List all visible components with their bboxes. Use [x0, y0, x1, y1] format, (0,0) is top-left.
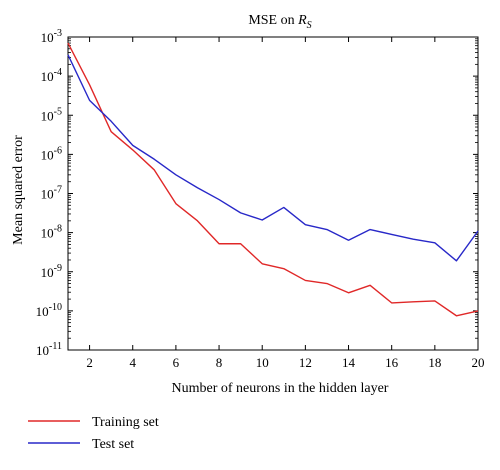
x-tick-label: 8 — [216, 355, 223, 370]
y-tick-label-exponent: -5 — [54, 106, 62, 117]
x-tick-label: 4 — [129, 355, 136, 370]
legend: Training set Test set — [28, 415, 159, 452]
x-tick-label: 14 — [342, 355, 356, 370]
x-tick-label: 10 — [256, 355, 269, 370]
y-tick-label-base: 10 — [41, 108, 54, 123]
series-line-training-set — [67, 42, 479, 317]
legend-label-test-set: Test set — [92, 437, 134, 452]
x-tick-label: 6 — [173, 355, 180, 370]
y-tick-label-exponent: -11 — [49, 341, 62, 352]
chart-title-main: MSE on — [248, 13, 298, 28]
x-tick-label: 20 — [472, 355, 485, 370]
y-tick-label: 10-9 — [41, 263, 62, 280]
y-tick-label: 10-7 — [41, 185, 62, 202]
y-tick-label-exponent: -6 — [54, 145, 62, 156]
y-tick-label-base: 10 — [36, 304, 49, 319]
legend-label-training-set: Training set — [92, 415, 159, 430]
series-line-test-set — [67, 54, 479, 262]
y-tick-label-exponent: -3 — [54, 28, 62, 39]
chart-title-symbol: R — [297, 13, 307, 28]
y-tick-label-exponent: -9 — [54, 263, 62, 274]
y-tick-label: 10-10 — [36, 302, 62, 319]
x-tick-label: 16 — [385, 355, 399, 370]
y-tick-label: 10-8 — [41, 224, 62, 241]
y-tick-label-base: 10 — [41, 30, 54, 45]
y-tick-label: 10-3 — [41, 28, 62, 45]
chart-title-subscript: S — [307, 20, 312, 31]
chart-title: MSE on RS — [248, 13, 311, 31]
y-tick-label: 10-11 — [36, 341, 62, 358]
y-tick-label: 10-6 — [41, 145, 62, 162]
y-tick-label: 10-5 — [41, 106, 62, 123]
axes-frame — [67, 36, 479, 351]
y-tick-label-base: 10 — [41, 226, 54, 241]
y-tick-label-base: 10 — [41, 147, 54, 162]
y-tick-label-base: 10 — [41, 187, 54, 202]
y-tick-label-base: 10 — [36, 343, 49, 358]
y-axis-label: Mean squared error — [11, 135, 26, 245]
y-tick-label-exponent: -8 — [54, 224, 62, 235]
y-tick-label-exponent: -7 — [54, 185, 62, 196]
y-tick-label: 10-4 — [41, 67, 62, 84]
y-tick-label-base: 10 — [41, 265, 54, 280]
x-tick-label: 12 — [299, 355, 312, 370]
y-tick-label-base: 10 — [41, 69, 54, 84]
x-axis-label: Number of neurons in the hidden layer — [172, 381, 389, 396]
y-tick-label-exponent: -4 — [54, 67, 62, 78]
plot-area: 2 4 6 8 10 12 14 16 18 2010-1110-1010-910-810-710… — [36, 28, 485, 370]
x-tick-label: 18 — [428, 355, 441, 370]
y-tick-label-exponent: -10 — [49, 302, 62, 313]
x-tick-label: 2 — [86, 355, 93, 370]
